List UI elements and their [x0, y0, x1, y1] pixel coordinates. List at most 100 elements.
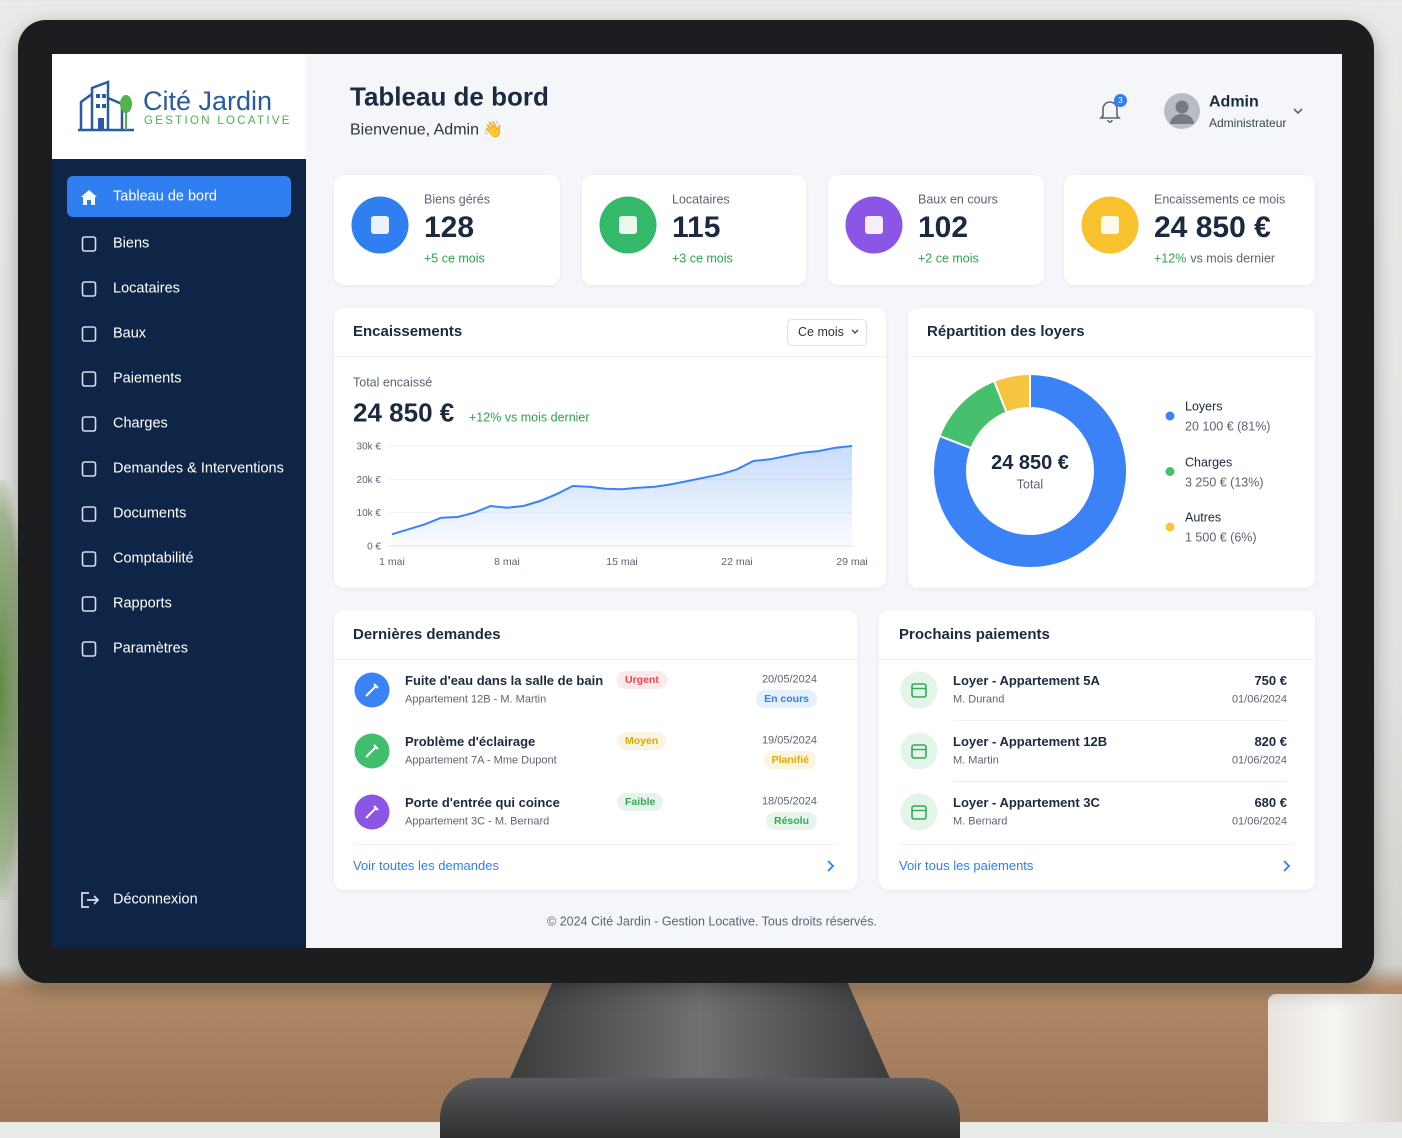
- link-chevron[interactable]: [1281, 859, 1293, 873]
- nav-active-bg: [67, 176, 291, 217]
- monitor-base: [440, 1078, 960, 1138]
- icon-circle: [900, 732, 938, 770]
- cup: [1268, 994, 1402, 1122]
- nav-item[interactable]: Baux: [113, 325, 147, 342]
- x-tick-label: 15 mai: [606, 556, 638, 568]
- demandes-card: Dernières demandes Voir toutes les deman…: [334, 610, 857, 890]
- logo-area: Cité Jardin GESTION LOCATIVE: [52, 54, 306, 159]
- y-tick-label: 0 €: [367, 542, 381, 553]
- logo-name: Cité Jardin: [143, 85, 273, 116]
- payment-title[interactable]: Loyer - Appartement 3C: [953, 795, 1100, 811]
- request-title[interactable]: Fuite d'eau dans la salle de bain: [405, 673, 604, 689]
- donut-slice: [992, 372, 1031, 414]
- greeting: Bienvenue, Admin 👋: [350, 121, 504, 139]
- stat-icon: [845, 196, 903, 254]
- payment-date: 01/06/2024: [1231, 693, 1287, 706]
- legend-value: 3 250 € (13%): [1185, 475, 1264, 489]
- stat-change: +3 ce mois: [672, 251, 733, 266]
- logout[interactable]: Déconnexion: [113, 891, 198, 908]
- divider: [353, 844, 838, 845]
- icon-circle: [900, 671, 938, 709]
- stat-change: +5 ce mois: [424, 251, 485, 266]
- payment-tenant: M. Durand: [953, 693, 1005, 706]
- nav-item[interactable]: Documents: [113, 505, 187, 522]
- legend-dot: [1165, 467, 1175, 476]
- nav-item[interactable]: Demandes & Interventions: [113, 460, 284, 477]
- priority-badge: Urgent: [617, 671, 667, 689]
- legend-dot: [1165, 411, 1175, 421]
- priority-badge: Moyen: [617, 732, 667, 750]
- payment-icon: [900, 793, 938, 831]
- icon-glyph: [1101, 216, 1119, 234]
- request-icon: [354, 733, 390, 769]
- nav-item[interactable]: Tableau de bord: [113, 188, 217, 205]
- y-tick-label: 20k €: [357, 475, 382, 486]
- icon-glyph: [619, 216, 637, 234]
- icon-glyph: [911, 683, 927, 698]
- user-role: Administrateur: [1209, 115, 1287, 130]
- nav-item[interactable]: Comptabilité: [113, 550, 194, 567]
- user-menu-chevron[interactable]: [1292, 106, 1304, 116]
- period-select[interactable]: Ce mois: [787, 319, 867, 346]
- status-badge: Résolu: [765, 812, 817, 830]
- stat-label: Encaissements ce mois: [1154, 192, 1286, 207]
- request-subtitle: Appartement 12B - M. Martin: [405, 693, 547, 706]
- monitor-stand: [505, 975, 895, 1090]
- nav-item[interactable]: Paiements: [113, 370, 182, 387]
- request-icon: [354, 794, 390, 830]
- divider: [334, 356, 886, 357]
- icon-shape: [81, 641, 97, 657]
- nav-icon: [81, 416, 97, 432]
- stat-label: Baux en cours: [918, 192, 998, 207]
- line-chart: 0 € 10k € 20k € 30k € 1 mai 8 mai 15 mai 22 mai…: [357, 442, 868, 569]
- x-tick-label: 29 mai: [836, 556, 868, 568]
- icon-shape: [81, 416, 97, 432]
- card-title: Répartition des loyers: [927, 323, 1085, 340]
- stat-label: Biens gérés: [424, 192, 491, 207]
- payment-date: 01/06/2024: [1231, 754, 1287, 767]
- payment-amount: 820 €: [1254, 734, 1287, 750]
- icon-glyph: [865, 216, 883, 234]
- request-date: 19/05/2024: [761, 734, 817, 747]
- payment-tenant: M. Bernard: [953, 815, 1008, 828]
- payment-tenant: M. Martin: [953, 754, 999, 767]
- x-tick-label: 8 mai: [494, 556, 520, 568]
- icon-glyph: [365, 744, 379, 758]
- stat-value: 24 850 €: [1154, 211, 1271, 244]
- nav-icon: [81, 281, 97, 297]
- request-title[interactable]: Porte d'entrée qui coince: [405, 795, 560, 811]
- nav-icon: [81, 461, 97, 477]
- link[interactable]: Voir tous les paiements: [899, 858, 1034, 874]
- logo-icon: [78, 80, 134, 132]
- link-chevron[interactable]: [825, 859, 837, 873]
- card-title: Dernières demandes: [353, 626, 501, 643]
- request-title[interactable]: Problème d'éclairage: [405, 734, 536, 750]
- nav-item[interactable]: Biens: [113, 235, 150, 252]
- legend-value: 20 100 € (81%): [1185, 419, 1271, 434]
- stat-icon: [1081, 196, 1139, 254]
- user-name[interactable]: Admin: [1209, 93, 1259, 111]
- nav-item[interactable]: Charges: [113, 415, 168, 432]
- card-title: Encaissements: [353, 323, 463, 340]
- avatar[interactable]: [1164, 93, 1200, 129]
- icon-shape: [81, 551, 97, 567]
- payment-amount: 750 €: [1254, 673, 1287, 689]
- icon-shape: [81, 596, 97, 612]
- payment-title[interactable]: Loyer - Appartement 5A: [953, 673, 1100, 689]
- icon-shape: [81, 326, 97, 342]
- icon-shape: [81, 506, 97, 522]
- icon-glyph: [365, 805, 379, 819]
- logout-icon: [81, 892, 100, 908]
- bell-icon[interactable]: [1098, 98, 1122, 124]
- donut-total: 24 850 €: [991, 452, 1069, 474]
- nav-item[interactable]: Locataires: [113, 280, 180, 297]
- status-badge: En cours: [756, 690, 817, 708]
- nav-item[interactable]: Paramètres: [113, 640, 188, 657]
- link[interactable]: Voir toutes les demandes: [353, 858, 499, 874]
- icon-circle: [900, 793, 938, 831]
- line: [391, 445, 853, 536]
- stat-card: Encaissements ce mois 24 850 € +12% vs mois…: [1064, 175, 1315, 285]
- nav-item[interactable]: Rapports: [113, 595, 172, 612]
- stat-change: +2 ce mois: [918, 251, 979, 266]
- payment-title[interactable]: Loyer - Appartement 12B: [953, 734, 1108, 750]
